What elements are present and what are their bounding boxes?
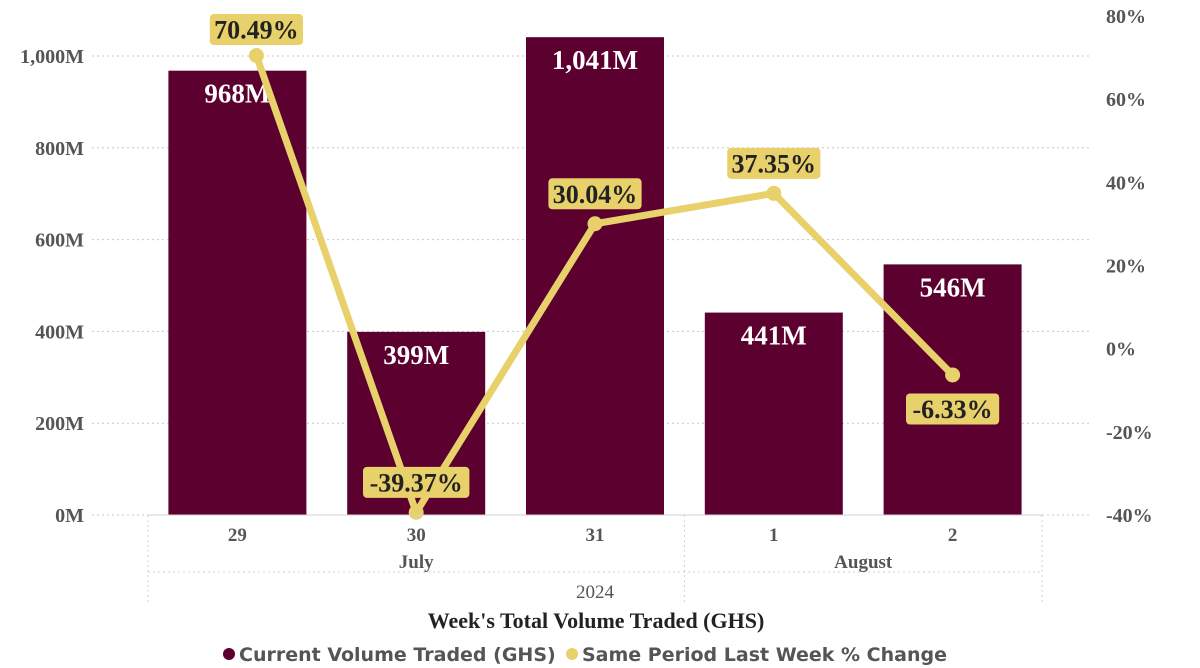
right-y-axis: -40% -20% 0% 20% 40% 60% 80% bbox=[1106, 6, 1153, 527]
line-point[interactable] bbox=[248, 48, 264, 64]
bar-series bbox=[168, 37, 1022, 516]
line-data-label-group: -39.37% bbox=[363, 466, 470, 498]
legend-label: Same Period Last Week % Change bbox=[582, 644, 947, 666]
line-data-label-box bbox=[906, 393, 1000, 425]
line-point[interactable] bbox=[766, 185, 782, 201]
line-data-label-box bbox=[727, 147, 821, 179]
line-point[interactable] bbox=[587, 216, 603, 232]
line-data-label-group: 37.35% bbox=[727, 147, 821, 179]
x-axis-month-label: July bbox=[399, 552, 434, 573]
x-axis-tick-label: 31 bbox=[586, 525, 605, 546]
bar[interactable] bbox=[526, 37, 664, 515]
x-axis-tick-label: 30 bbox=[407, 525, 426, 546]
bar-data-label: 546M bbox=[920, 272, 986, 302]
line-data-label-group: 30.04% bbox=[548, 178, 642, 210]
x-axis-month-label: August bbox=[834, 552, 893, 573]
bar[interactable] bbox=[704, 312, 843, 515]
x-axis-year-label: 2024 bbox=[576, 582, 615, 603]
line-data-label-group: 70.49% bbox=[209, 14, 303, 46]
left-axis-tick-label: 800M bbox=[35, 138, 84, 160]
line-data-labels: 70.49% -39.37% 30.04% 37.35% -6.33% bbox=[209, 14, 1000, 498]
legend-label: Current Volume Traded (GHS) bbox=[239, 644, 556, 666]
left-axis-tick-label: 0M bbox=[55, 505, 84, 527]
right-axis-tick-label: 20% bbox=[1106, 256, 1146, 278]
legend[interactable]: Current Volume Traded (GHS) Same Period L… bbox=[223, 644, 947, 666]
left-axis-tick-label: 600M bbox=[35, 230, 84, 252]
right-axis-tick-label: 0% bbox=[1106, 339, 1136, 361]
bar-data-label: 1,041M bbox=[552, 45, 638, 75]
line-point[interactable] bbox=[408, 504, 424, 520]
right-axis-tick-label: 40% bbox=[1106, 172, 1146, 194]
line-data-label: 70.49% bbox=[214, 16, 299, 45]
x-axis: 29 30 31 1 2 July August 2024 bbox=[147, 514, 1043, 604]
legend-item[interactable]: Same Period Last Week % Change bbox=[566, 644, 947, 666]
line-series bbox=[248, 48, 961, 520]
line-data-label: -6.33% bbox=[913, 395, 993, 424]
left-axis-tick-label: 1,000M bbox=[20, 46, 84, 68]
bar-data-label: 399M bbox=[383, 340, 449, 370]
right-axis-tick-label: 80% bbox=[1106, 6, 1146, 28]
x-axis-title: Week's Total Volume Traded (GHS) bbox=[428, 608, 765, 633]
line-data-label: -39.37% bbox=[370, 468, 463, 497]
line-data-label-box bbox=[209, 14, 303, 46]
left-y-axis: 0M 200M 400M 600M 800M 1,000M bbox=[20, 46, 84, 527]
line-data-label: 30.04% bbox=[553, 180, 638, 209]
bar-data-label: 968M bbox=[204, 79, 270, 109]
bar[interactable] bbox=[883, 264, 1022, 515]
x-axis-tick-label: 2 bbox=[948, 525, 958, 546]
legend-item[interactable]: Current Volume Traded (GHS) bbox=[223, 644, 556, 666]
x-axis-tick-label: 29 bbox=[228, 525, 247, 546]
bar[interactable] bbox=[168, 70, 307, 516]
bar-data-label: 441M bbox=[741, 321, 807, 351]
left-axis-tick-label: 200M bbox=[35, 413, 84, 435]
line-point[interactable] bbox=[945, 367, 961, 383]
right-axis-tick-label: 60% bbox=[1106, 89, 1146, 111]
right-axis-tick-label: -40% bbox=[1106, 505, 1153, 527]
left-axis-tick-label: 400M bbox=[35, 321, 84, 343]
line-data-label: 37.35% bbox=[732, 149, 817, 178]
right-axis-tick-label: -20% bbox=[1106, 422, 1153, 444]
line-data-label-group: -6.33% bbox=[906, 393, 1000, 425]
line-data-label-box bbox=[363, 466, 470, 498]
legend-swatch bbox=[223, 648, 235, 660]
x-axis-tick-label: 1 bbox=[769, 525, 779, 546]
bar-data-labels: 968M 399M 1,041M 441M 546M bbox=[204, 45, 985, 370]
line-data-label-box bbox=[548, 178, 642, 210]
legend-swatch bbox=[566, 648, 578, 660]
